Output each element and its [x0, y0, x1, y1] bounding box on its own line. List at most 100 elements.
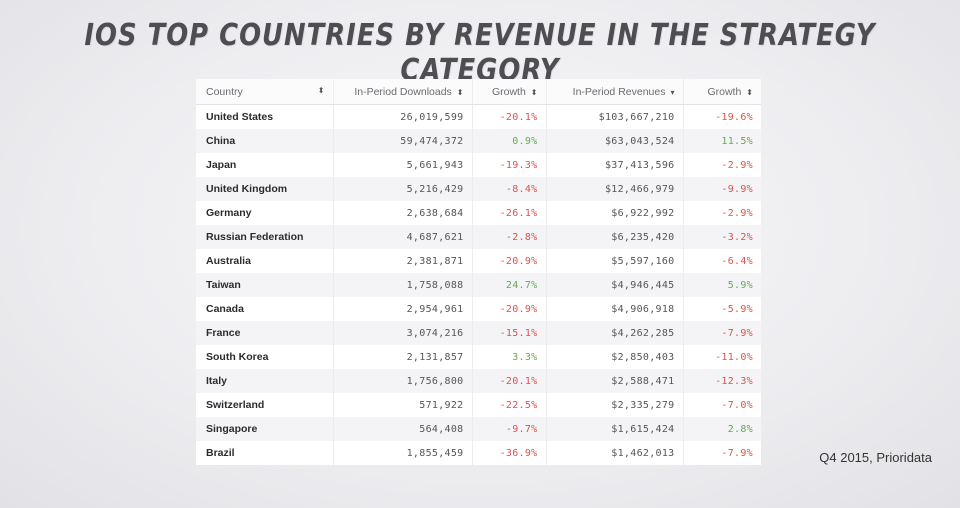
- downloads-cell: 1,855,459: [333, 441, 473, 465]
- column-header-label: Growth: [491, 85, 526, 98]
- country-cell: Germany: [196, 201, 334, 225]
- table-row[interactable]: Switzerland 571,922 -22.5% $2,335,279 -7.0%: [196, 393, 761, 417]
- country-cell: Canada: [196, 297, 334, 321]
- column-header-label: In-Period Revenues: [572, 85, 666, 98]
- downloads-growth-cell: -20.1%: [472, 369, 547, 393]
- country-cell: United States: [196, 104, 334, 129]
- revenues-growth-cell: -7.9%: [683, 321, 761, 345]
- table-row[interactable]: Canada 2,954,961 -20.9% $4,906,918 -5.9%: [196, 297, 761, 321]
- sort-icon[interactable]: ⬍: [530, 87, 538, 97]
- revenues-cell: $2,335,279: [546, 393, 684, 417]
- country-cell: Brazil: [196, 441, 334, 465]
- column-header-revenues[interactable]: In-Period Revenues ▾: [546, 79, 684, 105]
- table-row[interactable]: United Kingdom 5,216,429 -8.4% $12,466,979-…: [196, 177, 761, 201]
- revenues-growth-cell: 5.9%: [683, 273, 761, 297]
- revenues-growth-cell: -19.6%: [715, 111, 753, 123]
- table-row[interactable]: China 59,474,372 0.9% $63,043,524 11.5%: [196, 129, 761, 153]
- table-row[interactable]: Taiwan 1,758,088 24.7% $4,946,445 5.9%: [196, 273, 761, 297]
- downloads-cell: 26,019,599: [333, 104, 473, 129]
- country-cell: Australia: [196, 249, 334, 273]
- downloads-cell: 5,661,943: [333, 153, 473, 177]
- revenues-growth-cell: -9.9%: [683, 177, 761, 201]
- revenues-growth-cell: -7.9%: [721, 447, 753, 459]
- country-cell: Russian Federation: [196, 225, 334, 249]
- downloads-cell: 59,474,372: [333, 129, 473, 153]
- column-header-label: Country: [206, 85, 243, 98]
- revenues-cell: $2,850,403: [546, 345, 684, 369]
- revenues-cell: $6,922,992: [546, 201, 684, 225]
- source-caption: Q4 2015, Prioridata: [819, 450, 932, 465]
- table-row[interactable]: South Korea 2,131,857 3.3% $2,850,403 -11.0%: [196, 345, 761, 369]
- table-row[interactable]: France 3,074,216 -15.1% $4,262,285 -7.9%: [196, 321, 761, 345]
- table-header-row: Country ⬍ In-Period Downloads ⬍ Growth ⬍ I…: [196, 79, 761, 105]
- revenues-growth-cell: -7.0%: [721, 399, 753, 411]
- downloads-cell: 571,922: [333, 393, 473, 417]
- table-row[interactable]: United States 26,019,599 -20.1% $103,667,21…: [196, 104, 761, 129]
- revenues-cell: $1,615,424: [546, 417, 684, 441]
- column-header-downloads-growth[interactable]: Growth ⬍: [472, 79, 547, 105]
- country-cell: France: [196, 321, 334, 345]
- country-cell: Taiwan: [196, 273, 334, 297]
- revenues-growth-cell: -11.0%: [715, 351, 753, 363]
- revenues-cell: $63,043,524: [546, 129, 684, 153]
- downloads-cell: 3,074,216: [333, 321, 473, 345]
- downloads-cell: 564,408: [333, 417, 473, 441]
- downloads-growth-cell: -26.1%: [472, 201, 547, 225]
- revenues-growth-cell: -2.9%: [721, 207, 753, 219]
- revenue-table: Country ⬍ In-Period Downloads ⬍ Growth ⬍ I…: [196, 79, 761, 465]
- table-row[interactable]: Russian Federation 4,687,621 -2.8% $6,235,4…: [196, 225, 761, 249]
- revenues-cell: $4,906,918: [546, 297, 684, 321]
- downloads-cell: 2,131,857: [333, 345, 473, 369]
- table-row[interactable]: Italy 1,756,800 -20.1% $2,588,471 -12.3%: [196, 369, 761, 393]
- downloads-growth-cell: -36.9%: [472, 441, 547, 465]
- revenues-growth-cell: -12.3%: [683, 369, 761, 393]
- revenues-cell: $4,946,445: [546, 273, 684, 297]
- country-cell: Japan: [196, 153, 334, 177]
- downloads-growth-cell: 3.3%: [472, 345, 547, 369]
- revenues-cell: $37,413,596: [546, 153, 684, 177]
- table-row[interactable]: Japan 5,661,943 -19.3% $37,413,596 -2.9%: [196, 153, 761, 177]
- country-cell: South Korea: [196, 345, 334, 369]
- country-cell: Italy: [196, 369, 334, 393]
- downloads-growth-cell: -8.4%: [472, 177, 547, 201]
- country-cell: Singapore: [196, 417, 334, 441]
- column-header-revenues-growth[interactable]: Growth ⬍: [683, 79, 761, 105]
- country-cell: United Kingdom: [196, 177, 334, 201]
- table-row[interactable]: Brazil 1,855,459 -36.9% $1,462,013 -7.9%: [196, 441, 761, 465]
- revenues-cell: $1,462,013: [546, 441, 684, 465]
- downloads-growth-cell: -20.9%: [472, 249, 547, 273]
- revenues-cell: $5,597,160: [546, 249, 684, 273]
- downloads-growth-cell: -22.5%: [472, 393, 547, 417]
- column-header-downloads[interactable]: In-Period Downloads ⬍: [333, 79, 473, 105]
- downloads-growth-cell: 24.7%: [472, 273, 547, 297]
- sort-down-icon[interactable]: ▾: [670, 87, 675, 97]
- table-row[interactable]: Australia 2,381,871 -20.9% $5,597,160 -6.4%: [196, 249, 761, 273]
- downloads-growth-cell: -19.3%: [472, 153, 547, 177]
- revenues-cell: $4,262,285: [546, 321, 684, 345]
- revenues-cell: $2,588,471: [546, 369, 684, 393]
- downloads-growth-cell: -20.9%: [472, 297, 547, 321]
- revenues-cell: $6,235,420: [546, 225, 684, 249]
- downloads-cell: 2,381,871: [333, 249, 473, 273]
- column-header-label: In-Period Downloads: [354, 85, 452, 98]
- downloads-cell: 5,216,429: [333, 177, 473, 201]
- table-body: United States 26,019,599 -20.1% $103,667,21…: [196, 104, 761, 465]
- downloads-growth-cell: -9.7%: [472, 417, 547, 441]
- table-row[interactable]: Germany 2,638,684 -26.1% $6,922,992 -2.9%: [196, 201, 761, 225]
- column-header-country[interactable]: Country ⬍: [196, 79, 334, 105]
- sort-icon[interactable]: ⬍: [746, 87, 753, 97]
- sort-icon[interactable]: ⬍: [317, 85, 325, 95]
- revenues-growth-cell: -3.2%: [683, 225, 761, 249]
- sort-icon[interactable]: ⬍: [456, 87, 464, 97]
- revenues-growth-cell: -2.9%: [721, 159, 753, 171]
- downloads-growth-cell: 0.9%: [472, 129, 547, 153]
- downloads-cell: 2,638,684: [333, 201, 473, 225]
- downloads-cell: 1,756,800: [333, 369, 473, 393]
- column-header-label: Growth: [707, 85, 742, 98]
- downloads-cell: 1,758,088: [333, 273, 473, 297]
- revenues-growth-cell: -5.9%: [721, 303, 753, 315]
- page-title: iOS Top Countries by Revenue in the Stra…: [84, 18, 876, 88]
- revenues-cell: $103,667,210: [546, 104, 684, 129]
- table-row[interactable]: Singapore 564,408 -9.7% $1,615,424 2.8%: [196, 417, 761, 441]
- downloads-cell: 2,954,961: [333, 297, 473, 321]
